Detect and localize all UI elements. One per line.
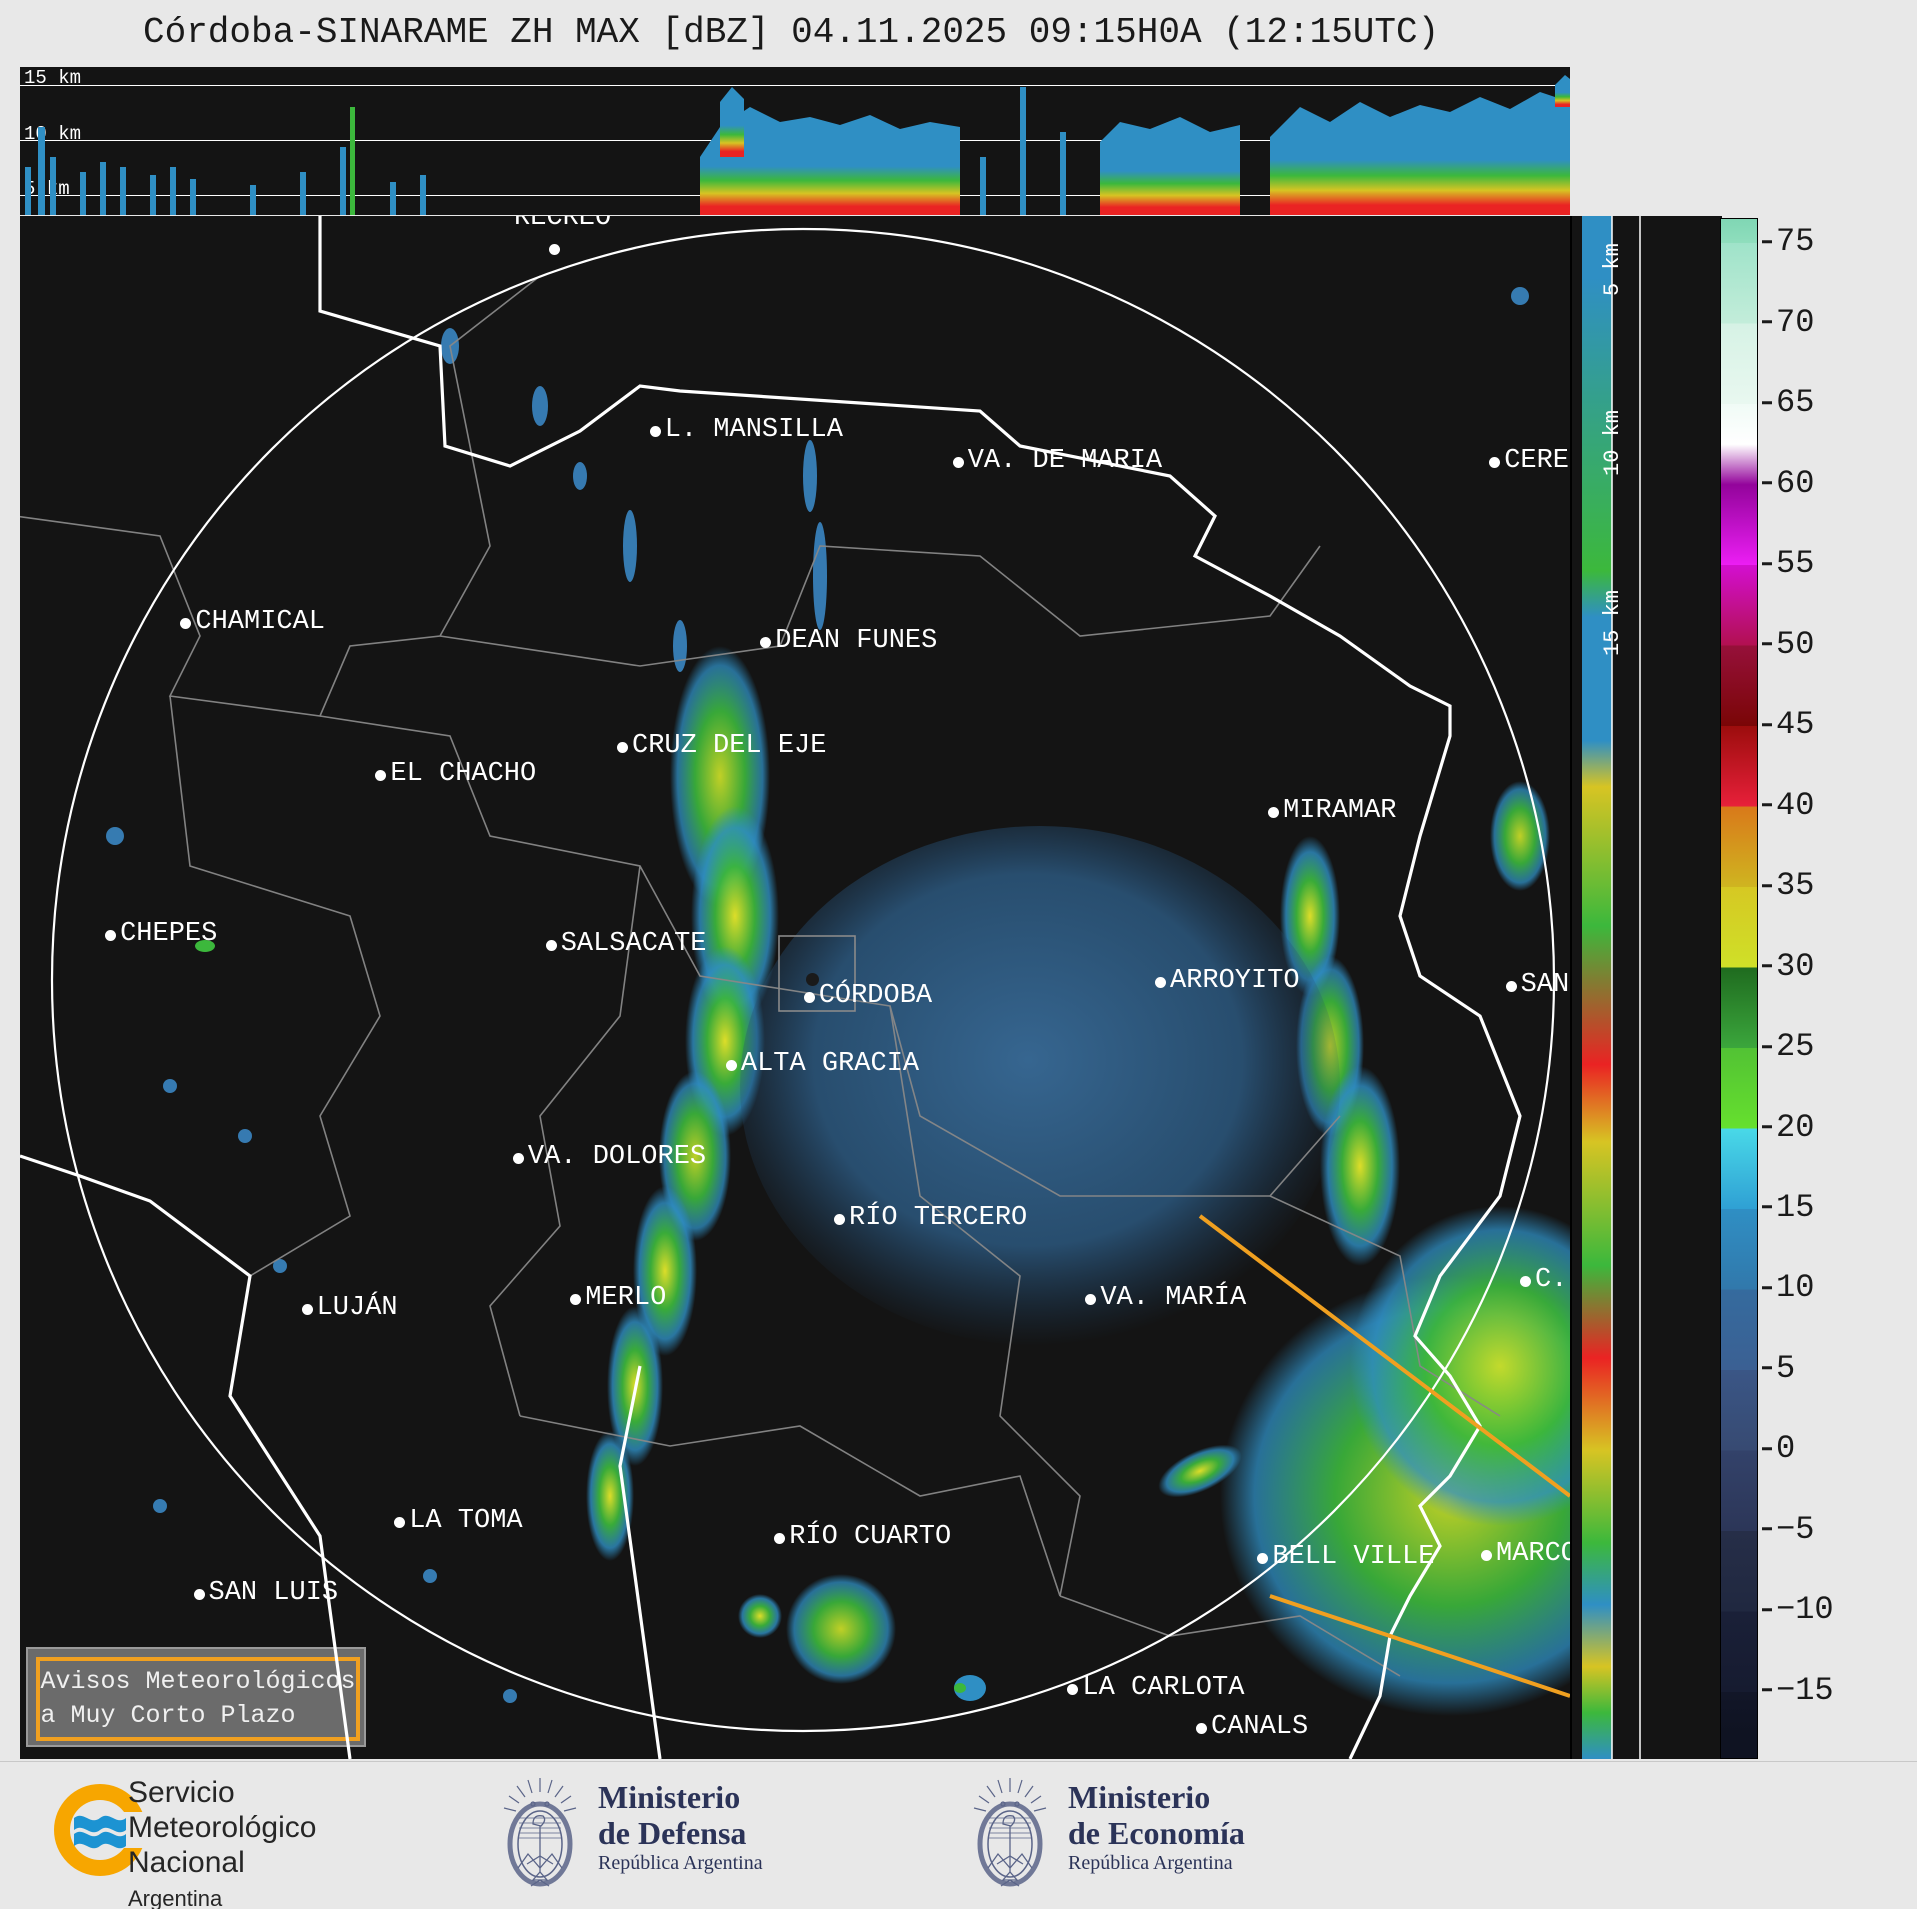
svg-text:10 km: 10 km xyxy=(1600,410,1625,476)
svg-text:5 km: 5 km xyxy=(1600,243,1625,296)
svg-text:15 km: 15 km xyxy=(1600,590,1625,656)
